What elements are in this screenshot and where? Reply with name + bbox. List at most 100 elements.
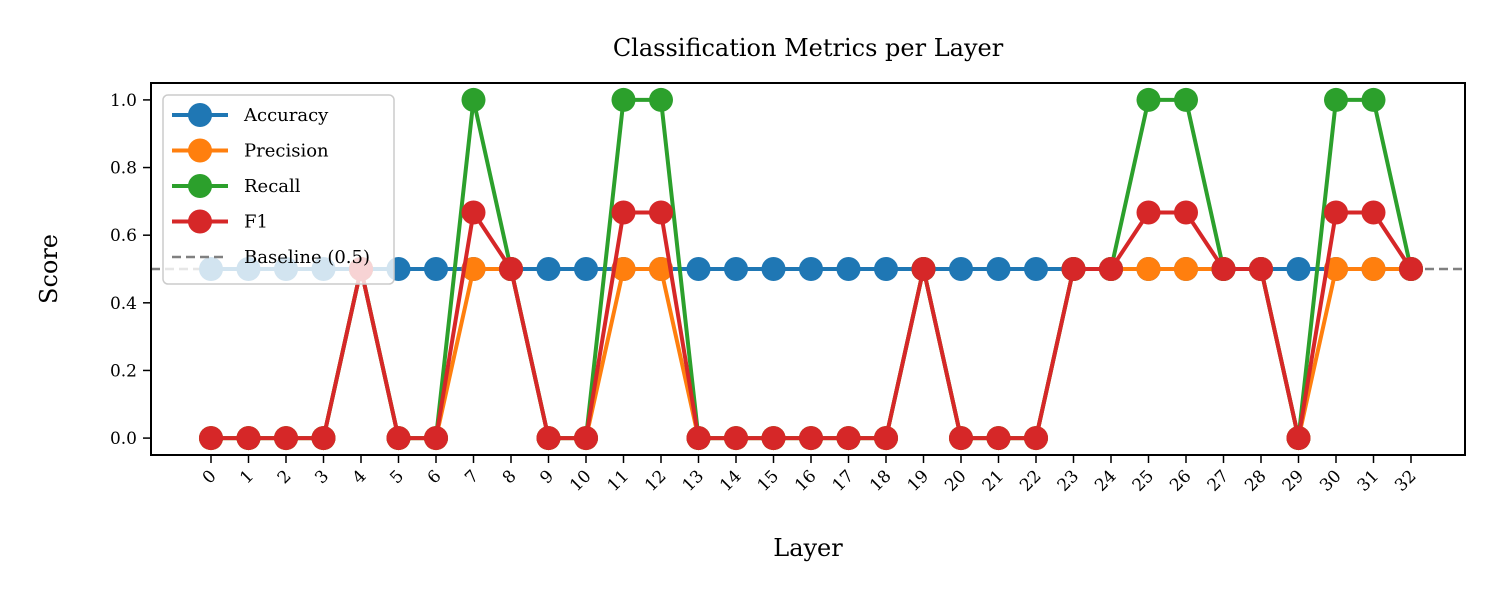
x-tick-label: 16 xyxy=(791,466,820,495)
x-tick-label: 10 xyxy=(566,466,595,495)
data-point-accuracy xyxy=(574,257,598,281)
data-point-f1 xyxy=(274,426,298,451)
data-point-f1 xyxy=(1061,257,1086,281)
data-point-recall xyxy=(1324,87,1348,112)
legend-item-recall: Recall xyxy=(172,174,301,198)
x-tick-label: 15 xyxy=(754,466,783,495)
x-tick-label: 18 xyxy=(866,466,895,495)
data-point-f1 xyxy=(611,200,636,225)
x-tick-label: 17 xyxy=(829,466,858,495)
x-axis-label: Layer xyxy=(773,534,843,562)
data-point-f1 xyxy=(311,426,336,451)
data-point-precision xyxy=(1361,257,1386,281)
legend-marker xyxy=(188,174,212,198)
x-tick-label: 26 xyxy=(1166,466,1195,495)
data-point-recall xyxy=(1174,87,1198,112)
legend-label: Precision xyxy=(244,141,329,162)
y-tick-label: 0.6 xyxy=(110,226,137,246)
x-tick-label: 32 xyxy=(1391,466,1420,495)
x-tick-label: 4 xyxy=(349,466,371,488)
data-point-accuracy xyxy=(1286,257,1311,281)
x-tick-label: 13 xyxy=(679,466,708,495)
data-point-accuracy xyxy=(686,257,711,281)
data-point-f1 xyxy=(874,426,898,451)
data-point-f1 xyxy=(1136,200,1161,225)
legend-item-baseline-0-5: Baseline (0.5) xyxy=(172,247,370,268)
legend-marker xyxy=(188,103,212,127)
data-point-f1 xyxy=(1211,257,1236,281)
x-tick-label: 23 xyxy=(1054,466,1083,495)
data-point-accuracy xyxy=(424,257,448,281)
data-point-accuracy xyxy=(986,257,1011,281)
x-tick-label: 3 xyxy=(311,466,333,488)
y-tick-label: 0.8 xyxy=(110,159,137,179)
series-precision xyxy=(199,257,1423,451)
legend: Accuracy Precision Recall F1 Baseline (0.5) xyxy=(162,94,395,285)
data-point-f1 xyxy=(986,426,1011,451)
data-point-f1 xyxy=(1249,257,1273,281)
x-tick-label: 27 xyxy=(1204,466,1233,495)
y-tick-label: 0.2 xyxy=(110,361,137,381)
data-point-precision xyxy=(649,257,673,281)
data-point-accuracy xyxy=(874,257,898,281)
data-point-f1 xyxy=(236,426,261,451)
x-tick-label: 19 xyxy=(904,466,933,495)
data-point-f1 xyxy=(761,426,786,451)
x-tick-label: 21 xyxy=(979,466,1008,495)
data-point-f1 xyxy=(724,426,748,451)
x-tick-label: 5 xyxy=(386,466,408,488)
data-point-f1 xyxy=(799,426,823,451)
legend-label: F1 xyxy=(244,212,268,233)
data-point-f1 xyxy=(1099,257,1123,281)
x-tick-label: 29 xyxy=(1279,466,1308,495)
legend-label: Accuracy xyxy=(243,105,329,126)
data-point-accuracy xyxy=(799,257,823,281)
data-point-f1 xyxy=(1174,200,1198,225)
chart-title: Classification Metrics per Layer xyxy=(613,34,1004,62)
y-tick-label: 0.0 xyxy=(110,429,137,449)
legend-item-precision: Precision xyxy=(172,138,329,163)
x-tick-label: 22 xyxy=(1016,466,1045,495)
data-point-accuracy xyxy=(1024,257,1048,281)
data-point-f1 xyxy=(574,426,598,451)
legend-item-accuracy: Accuracy xyxy=(172,103,329,127)
data-point-precision xyxy=(1136,257,1161,281)
data-point-accuracy xyxy=(761,257,786,281)
x-tick-label: 12 xyxy=(641,466,670,495)
data-point-f1 xyxy=(424,426,448,451)
y-axis-label: Score xyxy=(35,234,63,304)
data-point-precision xyxy=(1174,257,1198,281)
y-axis: 0.0 0.2 0.4 0.6 0.8 1.0 xyxy=(110,91,151,449)
x-tick-label: 20 xyxy=(941,466,970,495)
data-point-precision xyxy=(611,257,636,281)
x-tick-label: 28 xyxy=(1241,466,1270,495)
data-point-recall xyxy=(461,87,486,112)
legend-marker xyxy=(188,138,212,163)
y-tick-label: 0.4 xyxy=(110,294,137,314)
legend-label: Baseline (0.5) xyxy=(244,247,370,268)
data-point-accuracy xyxy=(536,257,561,281)
x-tick-label: 2 xyxy=(274,466,296,488)
x-tick-label: 7 xyxy=(461,466,483,488)
x-tick-label: 8 xyxy=(499,466,521,488)
x-tick-label: 1 xyxy=(236,466,258,488)
data-point-f1 xyxy=(911,257,936,281)
data-point-recall xyxy=(649,87,673,112)
x-tick-label: 0 xyxy=(199,466,221,488)
data-point-precision xyxy=(1324,257,1348,281)
legend-box xyxy=(162,94,395,285)
data-point-accuracy xyxy=(836,257,861,281)
data-point-precision xyxy=(461,257,486,281)
y-tick-label: 1.0 xyxy=(110,91,137,111)
x-axis: 0 1 2 3 4 5 6 7 8 9 10 11 12 13 14 15 16 17 18 19 20 21 22 23 24… xyxy=(199,455,1421,496)
data-point-f1 xyxy=(199,426,223,451)
data-point-f1 xyxy=(499,257,523,281)
x-tick-label: 9 xyxy=(536,466,558,488)
data-point-f1 xyxy=(461,200,486,225)
data-point-f1 xyxy=(1324,200,1348,225)
data-point-f1 xyxy=(1361,200,1386,225)
data-point-f1 xyxy=(1024,426,1048,451)
data-point-f1 xyxy=(949,426,973,451)
legend-label: Recall xyxy=(244,176,301,197)
